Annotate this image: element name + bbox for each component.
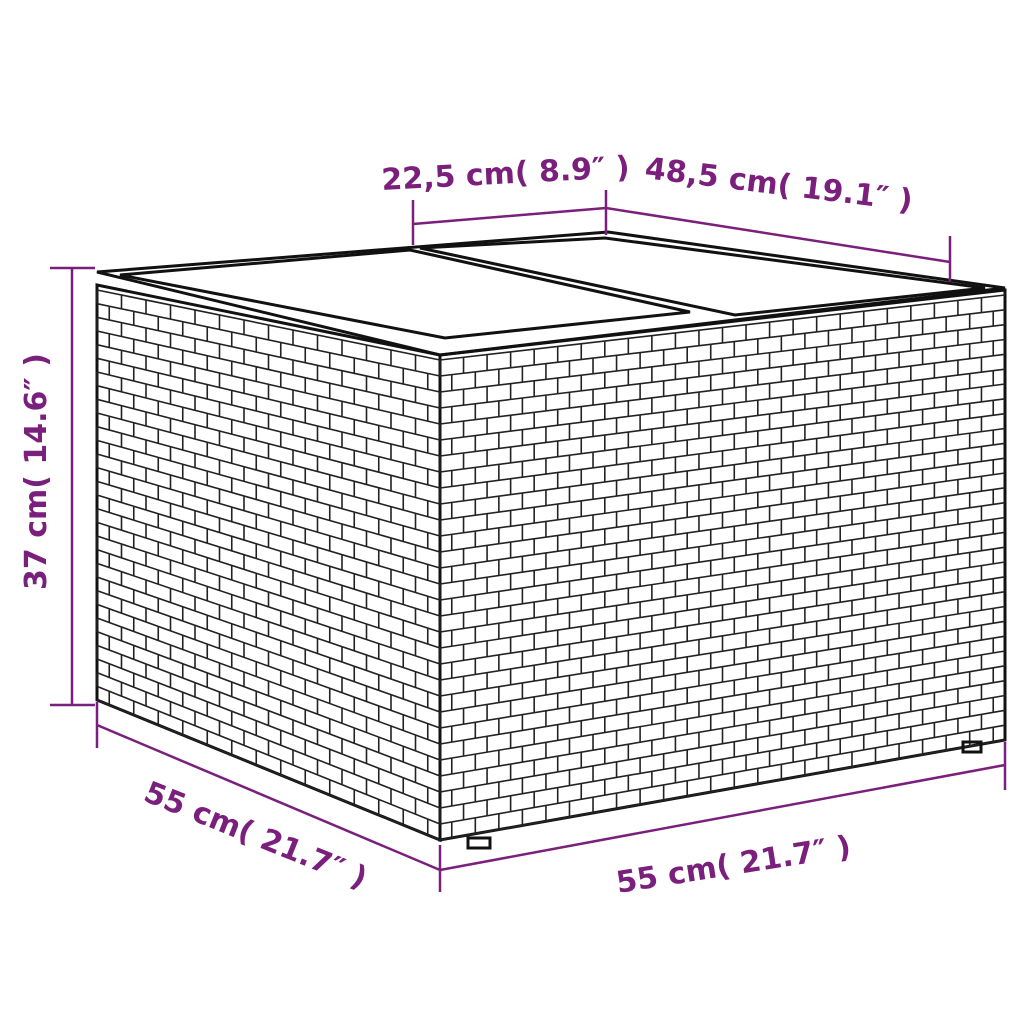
dim-side-width-line bbox=[95, 702, 442, 892]
wicker-strand bbox=[439, 309, 1006, 377]
wicker-strand bbox=[439, 457, 1006, 537]
wicker-strand bbox=[96, 521, 441, 633]
dim-top-depth-line bbox=[605, 206, 952, 282]
wicker-strand bbox=[96, 343, 441, 425]
wicker-strand bbox=[96, 384, 441, 473]
wicker-strand bbox=[439, 427, 1006, 505]
wicker-strand bbox=[439, 576, 1006, 665]
wicker-strand bbox=[96, 603, 441, 729]
wicker-strand bbox=[96, 494, 441, 601]
wicker-strand bbox=[96, 439, 441, 537]
rattan-table bbox=[95, 230, 1007, 850]
wicker-strand bbox=[439, 665, 1006, 761]
wicker-strand bbox=[96, 357, 441, 441]
wicker-strand bbox=[439, 546, 1006, 633]
wicker-strand bbox=[439, 709, 1006, 809]
glass-panel-right bbox=[419, 236, 986, 317]
wicker-strand bbox=[96, 699, 441, 841]
wicker-strand bbox=[96, 330, 441, 409]
foot-front bbox=[466, 836, 492, 850]
wicker-strand bbox=[439, 605, 1006, 697]
wicker-strand bbox=[439, 516, 1006, 601]
wicker-strand bbox=[439, 398, 1006, 473]
wicker-strand bbox=[96, 576, 441, 697]
wicker-strand bbox=[439, 739, 1006, 841]
label-height: 37 cm( 14.6″ ) bbox=[19, 353, 54, 590]
wicker-strand bbox=[96, 658, 441, 793]
label-top-depth: 48,5 cm( 19.1″ ) bbox=[643, 151, 915, 219]
wicker-strand bbox=[96, 412, 441, 505]
wicker-strand bbox=[96, 562, 441, 681]
wicker-strand bbox=[96, 685, 441, 825]
wicker-strand bbox=[439, 338, 1006, 409]
wicker-strand bbox=[96, 630, 441, 761]
label-front-width: 55 cm( 21.7″ ) bbox=[614, 829, 854, 901]
wicker-strand bbox=[96, 466, 441, 569]
wicker-strand bbox=[439, 487, 1006, 569]
wicker-strand bbox=[439, 635, 1006, 729]
wicker-strand bbox=[96, 548, 441, 665]
foot-right bbox=[961, 740, 983, 754]
label-top-segment: 22,5 cm( 8.9″ ) bbox=[381, 150, 631, 198]
wicker-strand bbox=[439, 368, 1006, 441]
wicker-strand bbox=[96, 425, 441, 521]
dim-front-width-line bbox=[439, 742, 1007, 872]
dim-height-line bbox=[50, 266, 95, 707]
dim-top-segment-line bbox=[411, 190, 608, 245]
table-top-frame bbox=[96, 230, 1006, 357]
wicker-weave bbox=[96, 289, 1006, 841]
wicker-strand bbox=[96, 302, 441, 377]
wicker-strand bbox=[439, 694, 1006, 793]
dimension-lines bbox=[50, 190, 1007, 892]
wicker-strand bbox=[96, 644, 441, 777]
glass-panel-left bbox=[119, 248, 691, 340]
wicker-strand bbox=[439, 724, 1006, 825]
